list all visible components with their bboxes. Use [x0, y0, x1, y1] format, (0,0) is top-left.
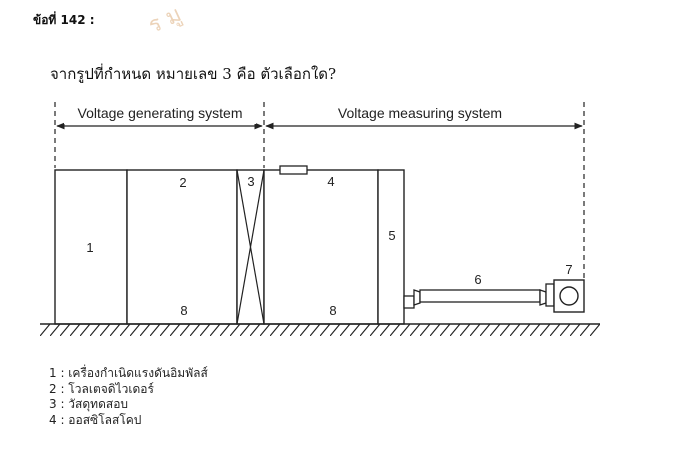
measuring-cable	[403, 283, 555, 309]
choice-4[interactable]: 4 : ออสซิโลสโคป	[49, 412, 142, 427]
top-fitting	[279, 165, 308, 175]
choice-2[interactable]: 2 : โวลเตจดิไวเดอร์	[49, 381, 154, 396]
question-prompt: จากรูปที่กำหนด หมายเลข 3 คือ ตัวเลือกใด?	[50, 65, 337, 83]
right-system-label: Voltage measuring system	[338, 105, 502, 121]
test-object-cross	[236, 169, 265, 325]
component-2-box	[126, 169, 238, 325]
voltage-divider-box	[377, 169, 405, 325]
label-2: 2	[179, 175, 186, 190]
label-7: 7	[565, 262, 572, 277]
label-3: 3	[247, 174, 254, 189]
ground-hatch	[40, 324, 600, 336]
left-system-label: Voltage generating system	[78, 105, 243, 121]
choice-1[interactable]: 1 : เครื่องกำเนิดแรงดันอิมพัลส์	[49, 366, 208, 380]
answer-choices: 1 : เครื่องกำเนิดแรงดันอิมพัลส์ 2 : โวลเ…	[49, 366, 208, 428]
oscilloscope-box	[553, 279, 585, 313]
component-4-box	[263, 169, 379, 325]
label-1: 1	[86, 240, 93, 255]
label-6: 6	[474, 272, 481, 287]
label-4: 4	[327, 174, 334, 189]
label-5: 5	[388, 228, 395, 243]
system-boundary-lines	[54, 102, 585, 282]
label-8-left: 8	[180, 303, 187, 318]
label-8-right: 8	[329, 303, 336, 318]
question-number: ข้อที่ 142 :	[33, 13, 95, 27]
choice-3[interactable]: 3 : วัสดุทดสอบ	[49, 397, 129, 411]
